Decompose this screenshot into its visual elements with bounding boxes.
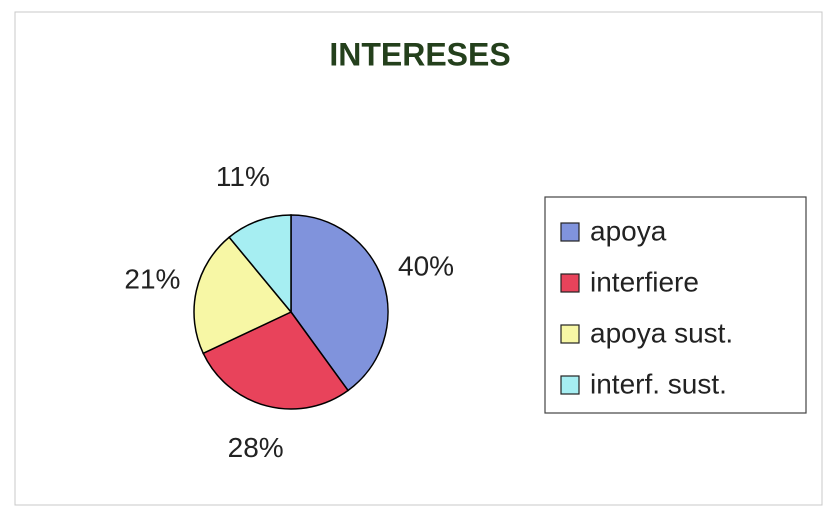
- legend-swatch: [560, 273, 580, 293]
- legend-swatch: [560, 375, 580, 395]
- data-label: 21%: [124, 263, 180, 294]
- pie-slice: [193, 236, 293, 355]
- legend: [544, 196, 807, 414]
- legend-label: interf. sust.: [590, 368, 727, 399]
- legend-label: apoya: [590, 215, 667, 246]
- pie-slice: [290, 214, 389, 392]
- data-label: 11%: [216, 161, 270, 192]
- chart-title: INTERESES: [329, 36, 510, 72]
- pie-slice: [202, 311, 350, 410]
- data-label: 40%: [398, 251, 454, 282]
- legend-label: interfiere: [590, 266, 699, 297]
- pie-slice: [228, 214, 292, 315]
- data-label: 28%: [228, 432, 284, 463]
- legend-swatch: [560, 324, 580, 344]
- legend-label: apoya sust.: [590, 317, 733, 348]
- legend-swatch: [560, 222, 580, 242]
